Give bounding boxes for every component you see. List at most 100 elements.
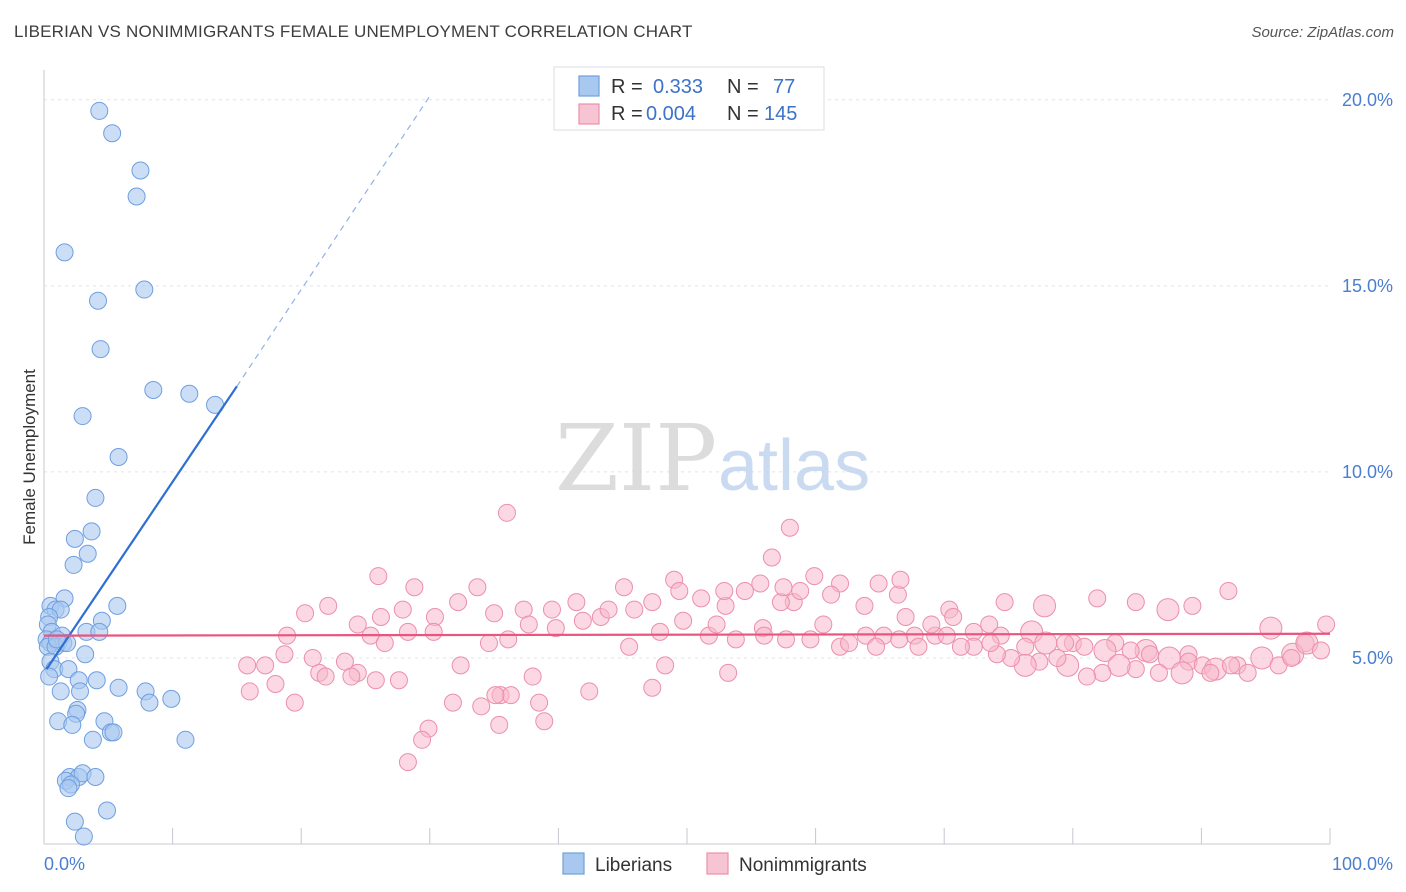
nonimmigrants-point [398,753,417,772]
liberians-point [65,529,84,548]
liberians-point [176,730,195,749]
legend-swatch-liberians [578,75,600,97]
nonimmigrants-point [715,581,734,600]
liberians-point [59,779,78,798]
nonimmigrants-point [801,630,820,649]
nonimmigrants-point [580,682,599,701]
nonimmigrants-point [643,678,662,697]
nonimmigrants-point [1093,639,1117,662]
nonimmigrants-point [1183,596,1202,615]
nonimmigrants-point [888,585,907,604]
liberians-point [86,488,105,507]
nonimmigrants-point [348,615,367,634]
legend-r-label-1: R = [611,76,643,98]
nonimmigrants-point [1088,589,1107,608]
nonimmigrants-point [266,674,285,693]
liberians-point [74,827,93,846]
nonimmigrants-point [1016,637,1035,656]
nonimmigrants-point [814,615,833,634]
liberians-point [63,715,82,734]
legend-n-label-2: N = [727,103,759,125]
liberians-point [86,768,105,787]
nonimmigrants-point [497,503,516,522]
nonimmigrants-point [674,611,693,630]
liberians-point [71,682,90,701]
nonimmigrants-point [256,656,275,675]
watermark-atlas: atlas [718,426,870,506]
nonimmigrants-point [771,593,790,612]
nonimmigrants-point [735,581,754,600]
liberians-point [109,678,128,697]
nonimmigrants-point [951,637,970,656]
x-tick-min: 0.0% [44,854,85,874]
nonimmigrants-point [451,656,470,675]
nonimmigrants-point [342,667,361,686]
nonimmigrants-point [567,593,586,612]
legend-swatch-nonimmigrants [578,103,600,125]
nonimmigrants-point [468,578,487,597]
y-tick-label-2: 15.0% [1342,276,1393,296]
liberians-point [104,723,123,742]
nonimmigrants-point [1121,641,1140,660]
liberians-point [144,381,163,400]
nonimmigrants-point [240,682,259,701]
liberians-point [131,161,150,180]
liberians-point [98,801,117,820]
bottom-legend-nonimmigrants: Nonimmigrants [739,855,867,876]
axes [43,70,1331,845]
y-axis-label: Female Unemployment [20,369,39,545]
nonimmigrants-point [762,548,781,567]
nonimmigrants-point [980,615,999,634]
liberians-point [76,645,95,664]
nonimmigrants-trend-line [43,632,1331,637]
bottom-legend-liberians: Liberians [595,855,672,876]
nonimmigrants-point [1048,648,1067,667]
nonimmigrants-point [777,630,796,649]
liberians-trend-extension [236,95,431,387]
nonimmigrants-point [995,593,1014,612]
nonimmigrants-point [719,663,738,682]
legend-n-label-1: N = [727,76,759,98]
liberians-point [78,544,97,563]
nonimmigrants-point [716,596,735,615]
nonimmigrants-point [643,593,662,612]
nonimmigrants-point [620,637,639,656]
liberians-point [108,596,127,615]
nonimmigrants-point [443,693,462,712]
liberians-trend-line [45,385,238,670]
nonimmigrants-point [1317,615,1336,634]
nonimmigrants-point [855,596,874,615]
legend-r-label-2: R = [611,103,643,125]
nonimmigrants-point [316,667,335,686]
nonimmigrants-point [614,578,633,597]
nonimmigrants-point [840,634,859,653]
liberians-point [90,622,109,641]
legend-r-value-1: 0.333 [653,76,703,98]
nonimmigrants-point [1201,663,1220,682]
y-tick-label-1: 10.0% [1342,462,1393,482]
liberians-point [103,124,122,143]
nonimmigrants-point [869,574,888,593]
liberians-point [89,291,108,310]
nonimmigrants-point [398,622,417,641]
nonimmigrants-point [285,693,304,712]
nonimmigrants-point [1156,598,1180,622]
nonimmigrants-point [650,622,669,641]
series-legend: Liberians Nonimmigrants [562,852,867,876]
nonimmigrants-point [319,596,338,615]
nonimmigrants-point [486,686,505,705]
nonimmigrants-point [805,567,824,586]
nonimmigrants-point [366,671,385,690]
nonimmigrants-point [393,600,412,619]
nonimmigrants-point [1219,581,1238,600]
nonimmigrants-point [1250,646,1274,670]
nonimmigrants-point [1259,616,1283,640]
nonimmigrants-point [490,715,509,734]
nonimmigrants-point [371,608,390,627]
nonimmigrants-point [1075,637,1094,656]
legend-r-value-2: 0.004 [646,103,696,125]
nonimmigrants-point [822,585,841,604]
bottom-legend-swatch-liberians [562,852,585,875]
nonimmigrants-point [1107,653,1131,677]
